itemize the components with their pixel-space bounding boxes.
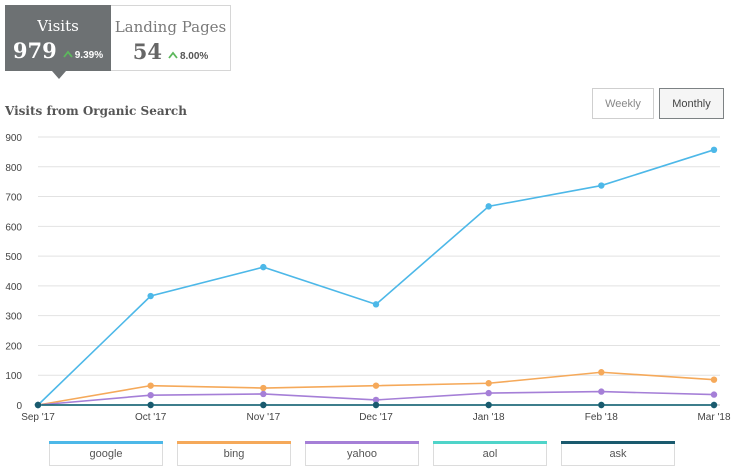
- data-point-ask: [260, 401, 267, 409]
- x-tick-label: Sep '17: [21, 412, 55, 423]
- x-tick-label: Feb '18: [585, 412, 618, 423]
- legend-color-swatch: [433, 441, 547, 444]
- y-tick-label: 300: [5, 312, 22, 323]
- legend-color-swatch: [177, 441, 291, 444]
- x-tick-label: Nov '17: [247, 412, 281, 423]
- data-point-ask: [147, 401, 154, 409]
- trend-up-icon: [168, 51, 178, 59]
- y-tick-label: 800: [5, 163, 22, 174]
- data-point-yahoo: [485, 389, 492, 397]
- x-tick-label: Oct '17: [135, 412, 167, 423]
- legend-item-bing[interactable]: bing: [177, 441, 291, 466]
- y-tick-label: 600: [5, 222, 22, 233]
- data-point-yahoo: [372, 396, 380, 404]
- data-point-bing: [372, 382, 380, 389]
- y-tick-label: 900: [5, 133, 22, 144]
- data-point-bing: [485, 380, 492, 387]
- legend-color-swatch: [305, 441, 419, 444]
- tab-value-row: 54 8.00%: [111, 39, 230, 64]
- data-point-google: [260, 263, 267, 271]
- data-point-google: [372, 301, 380, 308]
- data-point-yahoo: [147, 391, 154, 399]
- visits-line-chart: 0 100 200 300 400 500 600 700 800 900 Sep '17 Oct '…: [5, 133, 731, 423]
- data-point-ask: [485, 401, 492, 409]
- legend-item-yahoo[interactable]: yahoo: [305, 441, 419, 466]
- y-tick-label: 700: [5, 193, 22, 204]
- visits-change: 9.39%: [74, 50, 104, 61]
- visits-count: 979: [12, 38, 57, 63]
- data-point-bing: [598, 369, 605, 376]
- y-tick-label: 400: [5, 282, 22, 293]
- legend-item-aol[interactable]: aol: [433, 441, 547, 466]
- weekly-button[interactable]: Weekly: [592, 88, 654, 119]
- data-point-yahoo: [260, 390, 267, 398]
- data-point-ask: [34, 401, 42, 409]
- data-point-google: [710, 146, 718, 154]
- data-point-ask: [372, 401, 380, 409]
- landing-pages-count: 54: [132, 39, 162, 64]
- data-point-yahoo: [598, 388, 605, 395]
- tab-value-row: 979 9.39%: [5, 38, 111, 63]
- legend-label: bing: [223, 447, 245, 460]
- data-point-ask: [598, 401, 605, 409]
- legend-color-swatch: [561, 441, 675, 444]
- trend: 8.00%: [168, 51, 208, 62]
- chart-section-title: Visits from Organic Search: [5, 104, 187, 118]
- monthly-button[interactable]: Monthly: [659, 88, 724, 119]
- y-tick-label: 200: [5, 341, 22, 352]
- data-point-bing: [260, 384, 267, 392]
- x-tick-label: Dec '17: [359, 412, 393, 423]
- legend-item-ask[interactable]: ask: [561, 441, 675, 466]
- tab-visits[interactable]: Visits 979 9.39%: [5, 5, 111, 79]
- tab-title: Landing Pages: [114, 18, 227, 36]
- landing-pages-change: 8.00%: [179, 51, 209, 62]
- x-tick-label: Mar '18: [697, 412, 730, 423]
- data-point-bing: [710, 376, 718, 383]
- data-point-google: [485, 203, 492, 210]
- y-tick-label: 500: [5, 252, 22, 263]
- legend-label: aol: [482, 447, 498, 460]
- y-tick-label: 100: [5, 371, 22, 382]
- metric-tabs: Visits 979 9.39% Landing Pages 54 8.00%: [5, 5, 231, 79]
- trend-up-icon: [63, 50, 73, 58]
- data-point-bing: [147, 382, 154, 389]
- data-point-ask: [710, 401, 718, 409]
- data-point-google: [598, 182, 605, 189]
- trend: 9.39%: [63, 50, 103, 61]
- legend-color-swatch: [49, 441, 163, 444]
- data-point-google: [147, 292, 154, 300]
- tab-title: Visits: [37, 17, 79, 35]
- legend-label: ask: [609, 447, 627, 460]
- chart-legend: google bing yahoo aol ask: [49, 441, 689, 466]
- y-tick-label: 0: [16, 401, 22, 412]
- tab-landing-pages[interactable]: Landing Pages 54 8.00%: [111, 5, 231, 71]
- legend-label: google: [89, 447, 123, 460]
- x-tick-label: Jan '18: [473, 412, 505, 423]
- data-point-yahoo: [710, 391, 718, 398]
- series-line-google: [37, 149, 715, 406]
- legend-label: yahoo: [347, 447, 377, 460]
- legend-item-google[interactable]: google: [49, 441, 163, 466]
